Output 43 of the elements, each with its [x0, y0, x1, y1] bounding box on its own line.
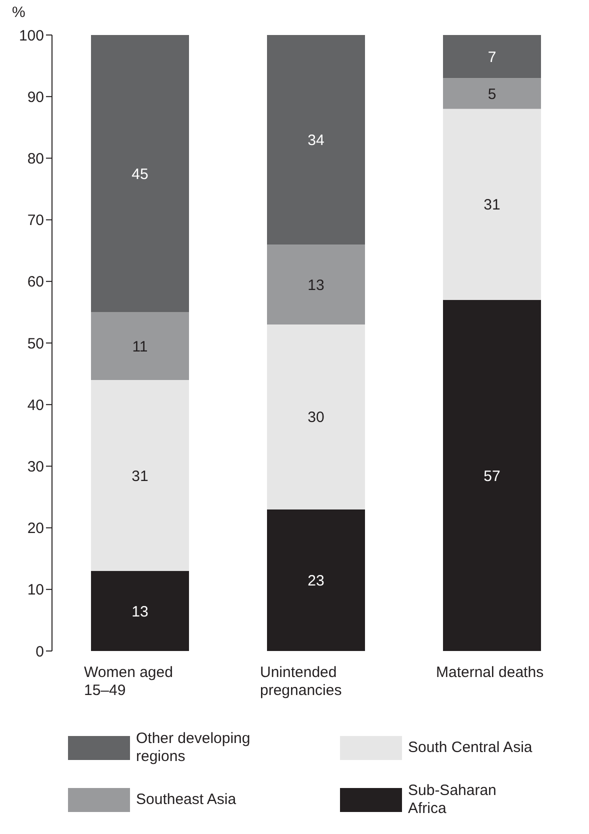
bar [267, 509, 365, 651]
y-tick-label: 10 [27, 582, 44, 599]
data-label: 5 [488, 86, 496, 103]
bar [267, 35, 365, 244]
x-tick-label: Maternal deaths [436, 664, 544, 681]
data-label: 34 [308, 132, 324, 150]
legend-label: Sub-Saharan Africa [408, 782, 498, 818]
bar [267, 324, 365, 510]
y-tick-label: 60 [27, 274, 44, 291]
y-tick-label: 50 [27, 335, 44, 352]
bar [443, 108, 541, 300]
bar [91, 312, 189, 380]
x-tick-label: Women aged 15–49 [84, 664, 173, 699]
y-tick-label: 0 [36, 643, 44, 660]
bar [443, 35, 541, 78]
data-label: 23 [308, 572, 324, 590]
bar [267, 244, 365, 325]
bar [91, 380, 189, 571]
bar [443, 78, 541, 109]
bar [91, 570, 189, 651]
data-label: 31 [132, 468, 148, 485]
data-label: 13 [308, 276, 324, 294]
data-label: 30 [308, 409, 324, 426]
bar [443, 300, 541, 651]
y-tick-label: 100 [18, 27, 44, 44]
y-tick-label: 20 [27, 520, 44, 538]
y-tick-label: 80 [27, 150, 44, 168]
y-tick-label: 30 [27, 458, 44, 476]
y-tick-label: 40 [27, 396, 44, 414]
data-label: 11 [132, 338, 148, 356]
data-label: 45 [132, 166, 148, 183]
legend-label: South Central Asia [408, 739, 533, 757]
data-label: 13 [132, 603, 148, 620]
data-label: 7 [488, 48, 496, 66]
y-tick-label: 70 [27, 212, 44, 230]
x-tick-label: Unintended pregnancies [260, 664, 342, 699]
y-tick-label: 90 [27, 88, 44, 106]
y-axis-title: % [12, 4, 26, 21]
legend-label: Other developing regions [136, 730, 252, 766]
bar [91, 35, 189, 312]
data-label: 57 [484, 468, 500, 485]
data-label: 31 [484, 196, 500, 214]
legend-label: Southeast Asia [136, 791, 238, 809]
